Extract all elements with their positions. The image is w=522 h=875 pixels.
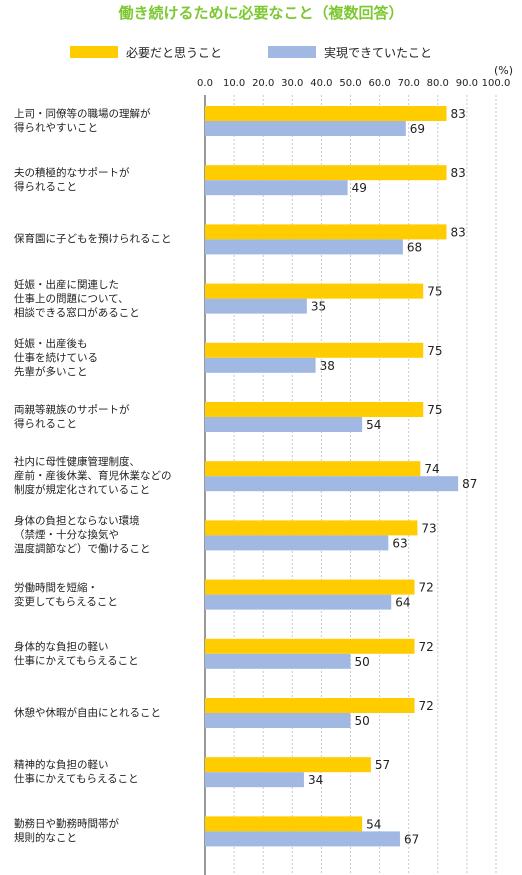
- data-label: 72: [419, 581, 434, 595]
- bar: [205, 239, 403, 255]
- bar: [205, 757, 371, 773]
- data-label: 73: [421, 521, 436, 535]
- data-label: 83: [451, 225, 466, 239]
- x-tick-label: 30.0: [281, 78, 303, 89]
- bar: [205, 653, 351, 669]
- category-label: 身体的な負担の軽い 仕事にかえてもらえること: [14, 640, 139, 667]
- unit-label: (%): [494, 64, 514, 77]
- bar: [205, 342, 424, 358]
- x-tick-label: 70.0: [398, 78, 420, 89]
- bar: [205, 224, 447, 240]
- data-label: 75: [427, 285, 442, 299]
- category-label: 夫の積極的なサポートが 得られること: [14, 167, 130, 194]
- x-tick-label: 10.0: [223, 78, 245, 89]
- x-tick-label: 0.0: [197, 78, 213, 89]
- bar: [205, 816, 363, 832]
- bar: [205, 283, 424, 299]
- data-label: 50: [355, 655, 370, 669]
- legend-label-needed: 必要だと思うこと: [126, 45, 223, 60]
- data-label: 72: [419, 640, 434, 654]
- bar: [205, 579, 415, 595]
- data-label: 50: [355, 714, 370, 728]
- bar: [205, 417, 363, 432]
- chart-title: 働き続けるために必要なこと（複数回答）: [118, 4, 404, 22]
- bar: [205, 638, 415, 654]
- bar: [205, 180, 348, 196]
- category-label: 上司・同僚等の職場の理解が 得られやすいこと: [14, 108, 151, 134]
- data-label: 74: [424, 462, 439, 476]
- data-label: 35: [311, 300, 326, 314]
- x-tick-label: 80.0: [427, 78, 449, 89]
- data-label: 83: [451, 107, 466, 121]
- bar: [205, 402, 424, 417]
- x-tick-label: 100.0: [482, 78, 511, 89]
- bar: [205, 165, 447, 181]
- bar: [205, 772, 304, 788]
- data-label: 69: [410, 122, 425, 136]
- x-tick-label: 40.0: [310, 78, 332, 89]
- bar: [205, 594, 392, 610]
- data-label: 75: [427, 344, 442, 358]
- data-label: 57: [375, 758, 390, 772]
- bar: [205, 298, 307, 314]
- data-label: 67: [404, 832, 419, 846]
- category-label: 休憩や休暇が自由にとれること: [14, 707, 161, 719]
- category-label: 労働時間を短縮・ 変更してもらえること: [14, 581, 118, 608]
- category-label: 妊娠・出産後も 仕事を続けている 先輩が多いこと: [14, 337, 98, 378]
- category-label: 社内に母性健康管理制度、 産前・産後休業、育児休業などの 制度が規定化されている…: [14, 456, 172, 497]
- bar: [205, 476, 459, 492]
- category-label: 両親等親族のサポートが 得られること: [14, 404, 130, 430]
- bar: [205, 713, 351, 728]
- bar: [205, 121, 406, 136]
- legend-item-needed: 必要だと思うこと: [70, 42, 222, 62]
- data-label: 38: [320, 359, 335, 373]
- data-label: 54: [366, 418, 381, 432]
- data-label: 34: [308, 773, 323, 787]
- bar: [205, 520, 418, 536]
- category-label: 妊娠・出産に関連した 仕事上の問題について、 相談できる窓口があること: [14, 278, 140, 319]
- bar: [205, 535, 389, 551]
- data-label: 63: [392, 536, 407, 550]
- x-tick-label: 20.0: [252, 78, 274, 89]
- category-label: 精神的な負担の軽い 仕事にかえてもらえること: [14, 759, 139, 786]
- data-label: 72: [419, 699, 434, 713]
- x-tick-label: 60.0: [368, 78, 390, 89]
- data-label: 83: [451, 166, 466, 180]
- bar: [205, 106, 447, 121]
- x-tick-label: 50.0: [339, 78, 361, 89]
- bar: [205, 461, 421, 477]
- legend-swatch-needed: [70, 46, 118, 58]
- x-tick-label: 90.0: [456, 78, 478, 89]
- bar: [205, 357, 316, 373]
- data-label: 68: [407, 240, 422, 254]
- data-label: 54: [366, 817, 381, 831]
- data-label: 87: [462, 477, 477, 491]
- legend-swatch-realized: [268, 46, 316, 58]
- data-label: 75: [427, 403, 442, 417]
- category-label: 保育園に子どもを預けられること: [14, 233, 172, 246]
- category-label: 勤務日や勤務時間帯が 規則的なこと: [14, 818, 119, 845]
- legend-label-realized: 実現できていたこと: [324, 45, 433, 60]
- legend-item-realized: 実現できていたこと: [268, 42, 432, 62]
- bar: [205, 698, 415, 713]
- data-label: 49: [352, 181, 367, 195]
- category-label: 身体の負担とならない環境 （禁煙・十分な換気や 温度調節など）で働けること: [14, 515, 151, 556]
- bar: [205, 831, 400, 847]
- data-label: 64: [395, 596, 410, 610]
